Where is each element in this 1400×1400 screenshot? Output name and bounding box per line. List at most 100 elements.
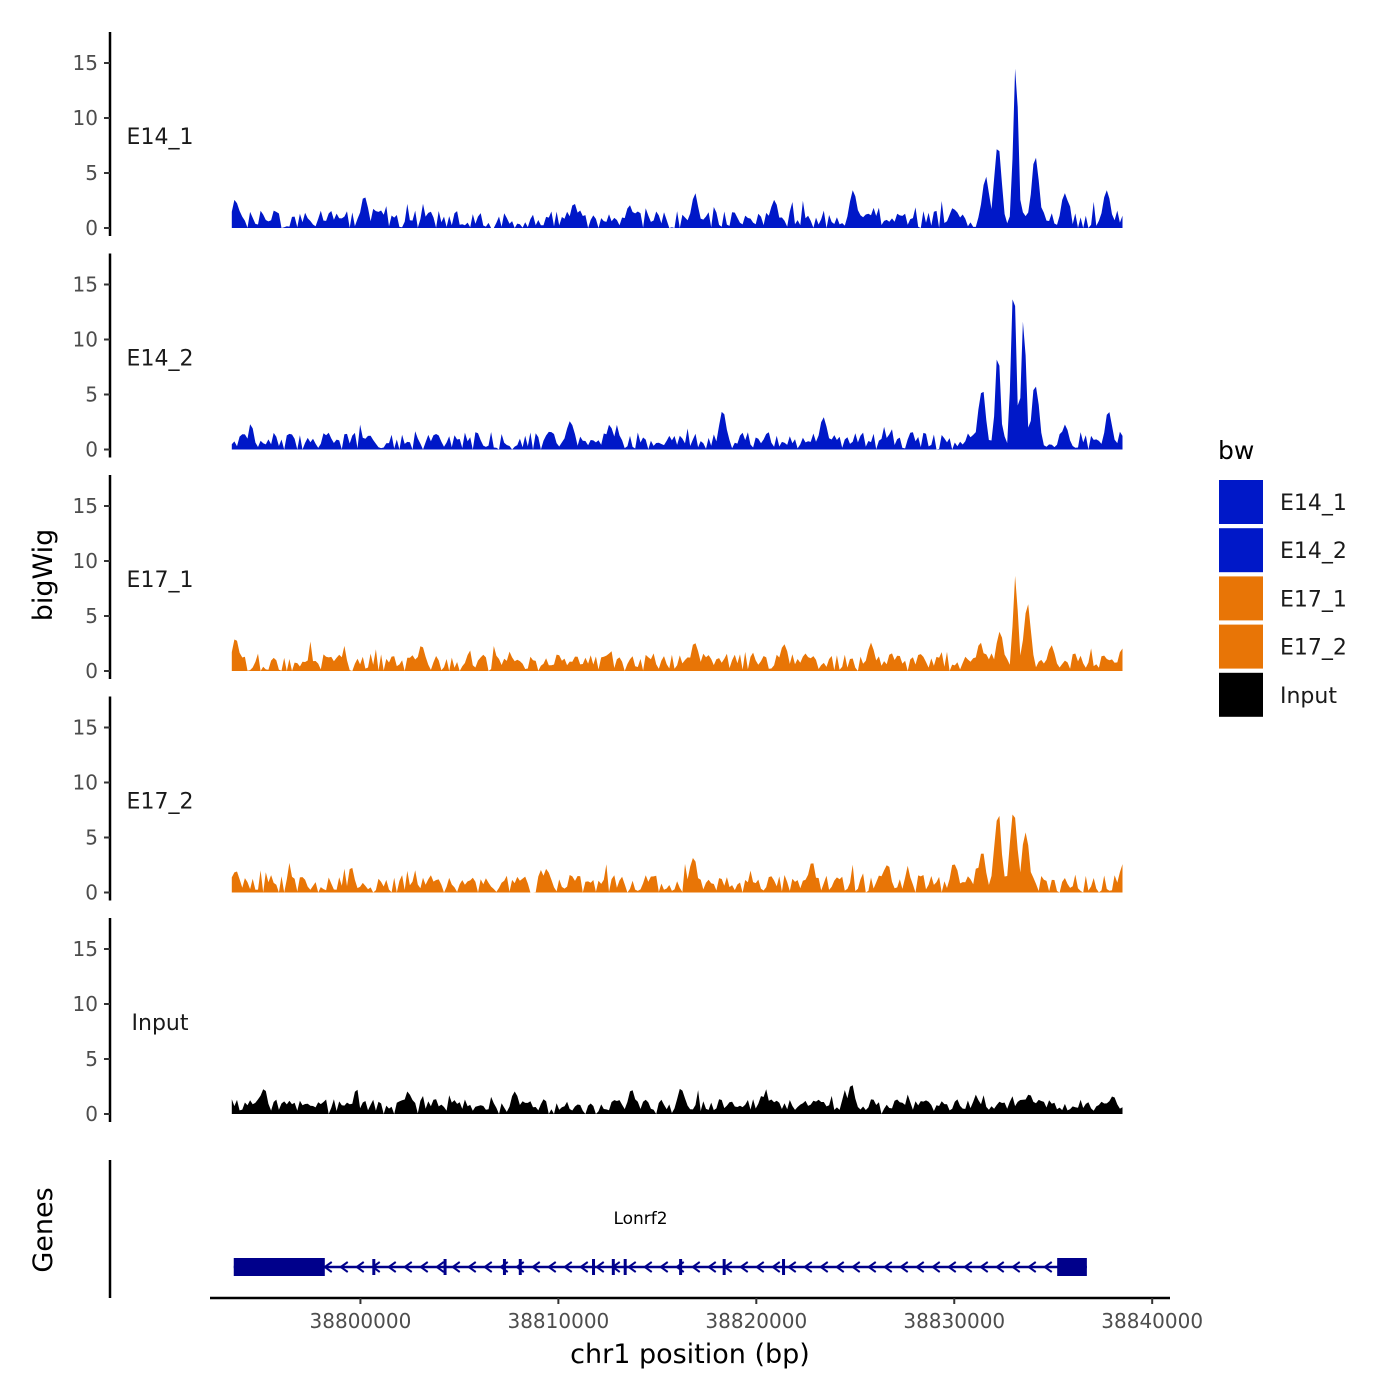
legend-key-input bbox=[1219, 672, 1263, 717]
strand-arrow bbox=[483, 1261, 493, 1273]
track-label: E14_2 bbox=[127, 347, 194, 372]
coverage-area-e14-2 bbox=[231, 299, 1123, 450]
strand-arrow bbox=[643, 1261, 653, 1273]
legend: bw E14_1 E14_2 E17_1 E17_2 Input bbox=[1218, 436, 1347, 717]
strand-arrow bbox=[979, 1261, 989, 1273]
legend-label: E17_1 bbox=[1280, 587, 1347, 612]
strand-arrow bbox=[995, 1261, 1005, 1273]
strand-arrow bbox=[563, 1261, 573, 1273]
y-tick-label: 5 bbox=[85, 826, 98, 850]
gene-lonrf2: Lonrf2 bbox=[233, 1209, 1087, 1276]
x-tick-label: 38800000 bbox=[310, 1309, 412, 1333]
strand-arrow bbox=[771, 1261, 781, 1273]
strand-arrow bbox=[355, 1261, 365, 1273]
y-tick-label: 10 bbox=[73, 106, 98, 130]
strand-arrow bbox=[915, 1261, 925, 1273]
gene-exon bbox=[679, 1259, 683, 1275]
legend-title: bw bbox=[1218, 436, 1254, 465]
strand-arrow bbox=[1011, 1261, 1021, 1273]
gene-exon bbox=[623, 1259, 627, 1275]
y-tick-label: 0 bbox=[85, 659, 98, 683]
gene-exon bbox=[611, 1259, 615, 1275]
gene-exon bbox=[233, 1258, 325, 1276]
strand-arrow bbox=[867, 1261, 877, 1273]
y-tick-label: 0 bbox=[85, 881, 98, 905]
strand-arrow bbox=[1043, 1261, 1053, 1273]
track-e17-2: 0 5 10 15 E17_2 bbox=[73, 696, 1123, 905]
legend-key-e17-1 bbox=[1219, 576, 1263, 621]
strand-arrow bbox=[739, 1261, 749, 1273]
y-tick-label: 15 bbox=[73, 716, 98, 740]
y-tick-label: 10 bbox=[73, 771, 98, 795]
y-tick-label: 0 bbox=[85, 216, 98, 240]
gene-exon bbox=[518, 1259, 522, 1275]
track-label: Input bbox=[132, 1011, 189, 1036]
strand-arrow bbox=[931, 1261, 941, 1273]
gene-exon bbox=[782, 1259, 786, 1275]
legend-key-e14-1 bbox=[1219, 480, 1263, 524]
gene-exon bbox=[722, 1259, 726, 1275]
y-axis-title: bigWig bbox=[28, 529, 59, 622]
bigwig-tracks: 0 5 10 15 E14_1 0 5 10 15 E14_2 0 5 10 15 E17_1 0 5 10 15 E… bbox=[73, 32, 1123, 1126]
strand-arrow bbox=[595, 1261, 605, 1273]
y-tick-label: 10 bbox=[73, 328, 98, 352]
strand-arrow bbox=[659, 1261, 669, 1273]
strand-arrow bbox=[339, 1261, 349, 1273]
x-tick-label: 38810000 bbox=[507, 1309, 609, 1333]
strand-arrow bbox=[547, 1261, 557, 1273]
strand-arrow bbox=[899, 1261, 909, 1273]
x-axis-title: chr1 position (bp) bbox=[570, 1339, 810, 1370]
gene-exon bbox=[443, 1259, 447, 1275]
strand-arrow bbox=[435, 1261, 445, 1273]
coverage-area-e14-1 bbox=[231, 68, 1123, 228]
y-tick-label: 15 bbox=[73, 51, 98, 75]
x-tick-label: 38820000 bbox=[705, 1309, 807, 1333]
track-label: E17_1 bbox=[127, 568, 194, 593]
x-tick-label: 38830000 bbox=[903, 1309, 1005, 1333]
gene-label: Lonrf2 bbox=[613, 1209, 667, 1229]
gene-exon bbox=[502, 1259, 506, 1275]
gene-exon bbox=[592, 1259, 596, 1275]
strand-arrow bbox=[419, 1261, 429, 1273]
y-tick-label: 5 bbox=[85, 383, 98, 407]
strand-arrow bbox=[627, 1261, 637, 1273]
coverage-area-input bbox=[231, 1085, 1123, 1114]
strand-arrow bbox=[963, 1261, 973, 1273]
gene-exon bbox=[1057, 1258, 1087, 1276]
x-tick-label: 38840000 bbox=[1101, 1309, 1203, 1333]
strand-arrow bbox=[531, 1261, 541, 1273]
strand-arrow bbox=[387, 1261, 397, 1273]
x-axis: 38800000 38810000 38820000 38830000 38840000 bbox=[210, 1296, 1203, 1333]
y-tick-label: 15 bbox=[73, 937, 98, 961]
y-tick-label: 5 bbox=[85, 604, 98, 628]
y-tick-label: 5 bbox=[85, 1047, 98, 1071]
gene-track: Lonrf2 bbox=[108, 1160, 1087, 1298]
strand-arrow bbox=[1027, 1261, 1037, 1273]
strand-arrow bbox=[883, 1261, 893, 1273]
y-tick-label: 10 bbox=[73, 992, 98, 1016]
strand-arrow bbox=[707, 1261, 717, 1273]
legend-label: Input bbox=[1280, 684, 1337, 709]
y-tick-label: 5 bbox=[85, 161, 98, 185]
strand-arrow bbox=[851, 1261, 861, 1273]
track-label: E17_2 bbox=[127, 790, 194, 815]
strand-arrow bbox=[835, 1261, 845, 1273]
genes-track-title: Genes bbox=[28, 1187, 59, 1272]
y-tick-label: 10 bbox=[73, 549, 98, 573]
legend-key-e17-2 bbox=[1219, 624, 1263, 669]
track-e17-1: 0 5 10 15 E17_1 bbox=[73, 475, 1123, 683]
track-label: E14_1 bbox=[127, 125, 194, 150]
strand-arrow bbox=[755, 1261, 765, 1273]
strand-arrow bbox=[803, 1261, 813, 1273]
strand-arrow bbox=[403, 1261, 413, 1273]
y-tick-label: 15 bbox=[73, 273, 98, 297]
y-tick-label: 0 bbox=[85, 438, 98, 462]
strand-arrow bbox=[691, 1261, 701, 1273]
y-tick-label: 15 bbox=[73, 494, 98, 518]
legend-key-e14-2 bbox=[1219, 528, 1263, 573]
track-e14-1: 0 5 10 15 E14_1 bbox=[73, 32, 1123, 240]
legend-label: E17_2 bbox=[1280, 636, 1347, 661]
track-input: 0 5 10 15 Input bbox=[73, 918, 1123, 1126]
strand-arrow bbox=[451, 1261, 461, 1273]
